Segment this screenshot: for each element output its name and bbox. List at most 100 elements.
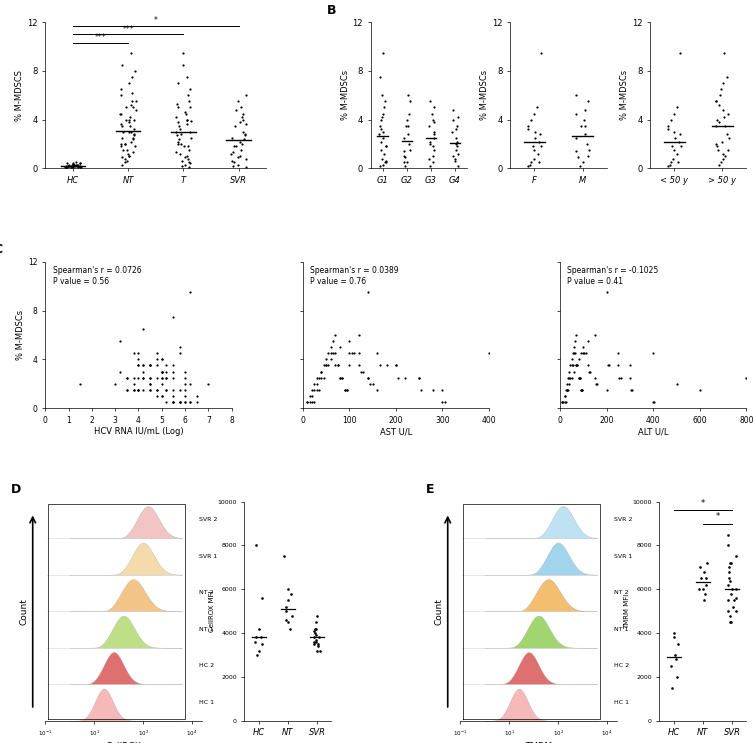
- Point: [710, 95, 722, 107]
- Point: [362, 372, 374, 383]
- Point: [234, 144, 247, 156]
- Point: [582, 95, 594, 107]
- Point: [390, 360, 402, 372]
- Point: [156, 372, 168, 383]
- Point: [172, 102, 184, 114]
- Point: [523, 160, 535, 172]
- Point: [723, 562, 735, 574]
- Point: [339, 384, 351, 396]
- Point: [721, 129, 733, 140]
- Point: [725, 616, 737, 628]
- Point: [144, 360, 156, 372]
- Y-axis label: % M-MDSCs: % M-MDSCs: [621, 71, 629, 120]
- Point: [357, 366, 369, 377]
- Point: [161, 384, 173, 396]
- Point: [399, 372, 411, 383]
- Point: [561, 377, 573, 389]
- Point: [312, 632, 324, 643]
- Point: [65, 161, 77, 173]
- Point: [178, 140, 190, 152]
- Point: [336, 372, 348, 383]
- Point: [715, 83, 727, 95]
- Point: [182, 152, 194, 164]
- Point: [322, 347, 334, 359]
- Point: [151, 360, 163, 372]
- Point: [718, 104, 730, 116]
- Point: [174, 384, 186, 396]
- Point: [402, 129, 414, 140]
- Point: [167, 390, 179, 402]
- Point: [721, 71, 733, 83]
- Point: [452, 148, 464, 160]
- Point: [123, 150, 135, 162]
- Point: [167, 396, 179, 408]
- Point: [167, 372, 179, 383]
- Point: [144, 384, 156, 396]
- Point: [171, 129, 183, 141]
- Point: [174, 396, 186, 408]
- Point: [450, 123, 462, 135]
- Point: [151, 384, 163, 396]
- Point: [380, 140, 392, 152]
- Point: [615, 372, 627, 383]
- Point: [380, 156, 392, 168]
- Point: [724, 610, 736, 622]
- Point: [167, 384, 179, 396]
- Point: [329, 360, 342, 372]
- Point: [124, 99, 136, 111]
- Point: [185, 158, 197, 169]
- Point: [184, 102, 196, 114]
- Text: SVR 1: SVR 1: [615, 554, 633, 559]
- Point: [126, 95, 138, 107]
- Point: [379, 156, 391, 168]
- Point: [241, 119, 253, 131]
- Point: [559, 396, 572, 408]
- Point: [118, 138, 130, 150]
- Point: [675, 140, 687, 152]
- Point: [673, 135, 685, 147]
- Point: [59, 161, 71, 173]
- Point: [62, 160, 74, 172]
- Point: [225, 148, 238, 160]
- Point: [320, 354, 332, 366]
- Text: HC 1: HC 1: [199, 700, 214, 705]
- Point: [343, 360, 355, 372]
- Point: [144, 377, 156, 389]
- Point: [184, 396, 196, 408]
- Point: [341, 384, 353, 396]
- Point: [624, 360, 636, 372]
- Point: [121, 372, 133, 383]
- Point: [577, 156, 589, 168]
- Point: [179, 366, 192, 377]
- Point: [413, 372, 425, 383]
- Point: [177, 47, 189, 59]
- Point: [447, 114, 459, 126]
- Point: [667, 144, 679, 156]
- Point: [130, 104, 142, 116]
- Point: [717, 77, 729, 89]
- Point: [381, 360, 393, 372]
- Point: [167, 311, 179, 322]
- Point: [700, 572, 713, 584]
- Point: [724, 557, 736, 569]
- Text: NT 1: NT 1: [199, 627, 214, 632]
- Point: [449, 152, 461, 164]
- Point: [450, 132, 462, 144]
- Point: [176, 160, 188, 172]
- Point: [127, 133, 139, 145]
- Point: [234, 116, 246, 128]
- Point: [121, 155, 133, 167]
- Point: [376, 152, 388, 164]
- Point: [579, 129, 591, 140]
- Point: [693, 583, 705, 595]
- Point: [525, 114, 537, 126]
- Point: [308, 384, 320, 396]
- Point: [557, 396, 569, 408]
- Point: [202, 377, 214, 389]
- Point: [566, 360, 578, 372]
- Point: [72, 159, 84, 171]
- Point: [249, 636, 261, 648]
- Point: [612, 347, 624, 359]
- Point: [582, 150, 594, 162]
- Point: [377, 108, 389, 120]
